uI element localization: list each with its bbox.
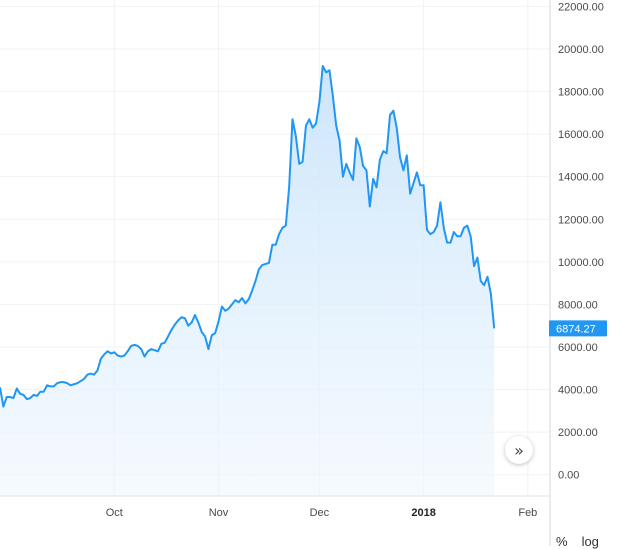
last-price-label-bg [549, 320, 607, 337]
y-tick-label: 18000.00 [558, 87, 604, 99]
scale-controls: % log [556, 534, 599, 549]
time-axis[interactable]: Oct Nov Dec 2018 Feb [106, 507, 538, 519]
y-tick-label: 10000.00 [558, 257, 604, 269]
y-tick-label: 0.00 [558, 470, 579, 482]
y-tick-label: 16000.00 [558, 129, 604, 141]
y-tick-label: 8000.00 [558, 299, 598, 311]
scroll-to-realtime-button[interactable]: » [505, 436, 533, 464]
y-tick-label: 12000.00 [558, 214, 604, 226]
y-tick-label: 4000.00 [558, 385, 598, 397]
x-tick-label: Feb [518, 507, 537, 519]
x-tick-label: Dec [310, 507, 330, 519]
y-tick-label: 6000.00 [558, 342, 598, 354]
y-tick-label: 2000.00 [558, 427, 598, 439]
y-tick-label: 22000.00 [558, 1, 604, 13]
y-tick-label: 20000.00 [558, 44, 604, 56]
price-axis[interactable]: 22000.00 20000.00 18000.00 16000.00 14000.00… [558, 1, 604, 481]
percent-scale-toggle[interactable]: % [556, 534, 568, 549]
last-price-label: 6874.27 [549, 320, 607, 337]
price-series-line [0, 64, 496, 408]
last-price-label-text: 6874.27 [556, 323, 596, 335]
x-tick-label: Oct [106, 507, 123, 519]
log-scale-toggle[interactable]: log [581, 534, 599, 549]
y-tick-label: 14000.00 [558, 172, 604, 184]
price-area-fill [0, 65, 495, 497]
x-tick-label: Nov [209, 507, 229, 519]
double-chevron-right-icon: » [514, 440, 524, 460]
x-tick-label: 2018 [411, 507, 435, 519]
